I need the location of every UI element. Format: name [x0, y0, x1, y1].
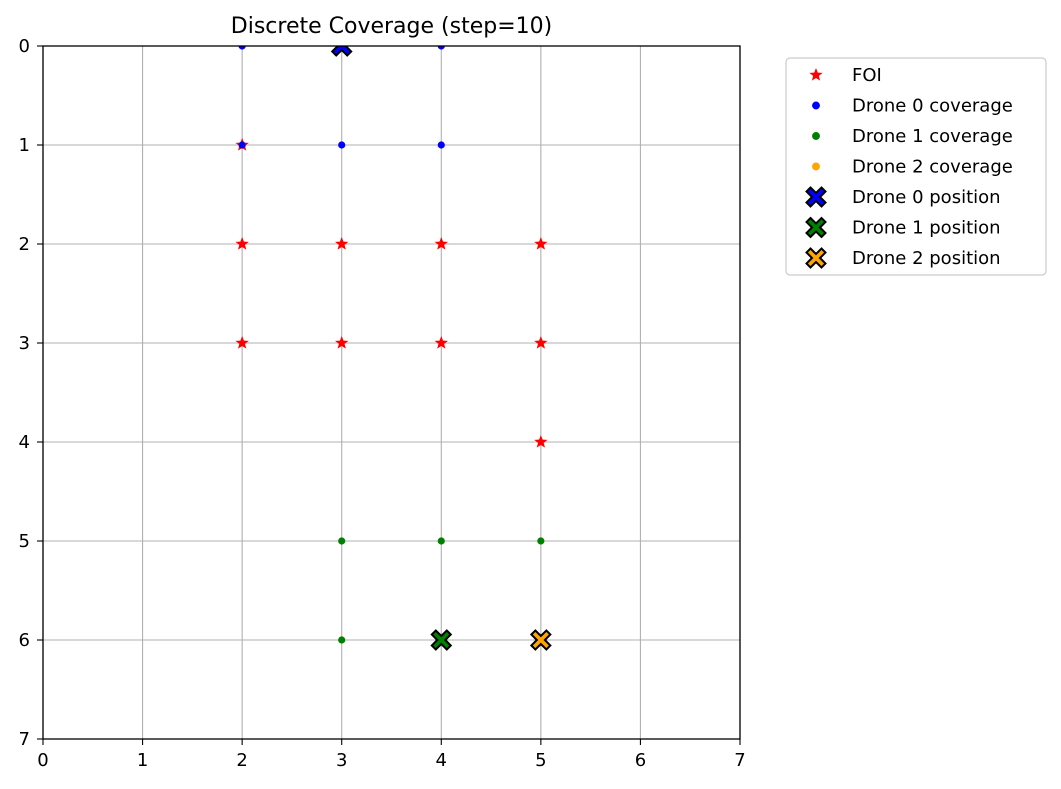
drone-0-position-point [330, 46, 353, 57]
foi-point [235, 237, 249, 250]
legend-label: FOI [852, 65, 882, 86]
legend-label: Drone 1 position [852, 218, 1001, 239]
legend-marker-foi [809, 68, 823, 81]
drone-0-coverage-point [238, 46, 246, 50]
y-tick-label: 2 [19, 234, 30, 255]
foi-point [335, 237, 349, 250]
foi-point [335, 336, 349, 349]
legend-marker-drone-2-position [805, 247, 827, 269]
grid [42, 45, 741, 740]
chart-title: Discrete Coverage (step=10) [231, 14, 552, 39]
foi-point [534, 435, 548, 448]
y-tick-label: 0 [19, 36, 30, 57]
legend-label: Drone 2 position [852, 248, 1001, 269]
y-tick-label: 6 [19, 630, 30, 651]
foi-point [434, 336, 448, 349]
drone-0-coverage-point [437, 46, 445, 50]
legend-marker-drone-1-coverage [812, 132, 820, 140]
legend: FOI Drone 0 coverage Drone 1 coverage Drone… [785, 57, 1047, 276]
legend-marker-drone-0-position [805, 186, 827, 208]
legend-marker-drone-0-coverage [812, 101, 820, 110]
x-tick-label: 3 [336, 750, 347, 771]
foi-point [534, 336, 548, 349]
legend-label: Drone 1 coverage [852, 126, 1013, 147]
y-tick-label: 5 [19, 531, 30, 552]
x-tick-label: 7 [734, 750, 745, 771]
x-tick-label: 6 [635, 750, 646, 771]
drone-1-coverage-point [437, 537, 445, 545]
drone-2-position-point [529, 629, 552, 651]
legend-label: Drone 2 coverage [852, 157, 1013, 178]
x-tick-label: 2 [236, 750, 247, 771]
y-tick-label: 3 [19, 333, 30, 354]
x-tick-label: 1 [137, 750, 148, 771]
foi-point [534, 237, 548, 250]
drone-1-position-point [430, 629, 453, 651]
drone-1-coverage-point [537, 537, 545, 545]
y-tick-label: 7 [19, 729, 30, 750]
legend-label: Drone 0 coverage [852, 96, 1013, 117]
legend-marker-drone-1-position [805, 216, 827, 239]
legend-marker-drone-2-coverage [812, 162, 820, 171]
x-tick-label: 5 [535, 750, 546, 771]
x-tick-label: 0 [37, 750, 48, 771]
drone-0-coverage-point [437, 141, 445, 149]
drone-1-coverage-point [338, 636, 346, 644]
legend-label: Drone 0 position [852, 187, 1001, 208]
plot-frame [42, 45, 741, 740]
drone-1-coverage-point [338, 537, 346, 545]
drone-0-coverage-point [338, 141, 346, 149]
y-tick-label: 1 [19, 135, 30, 156]
foi-point [235, 336, 249, 349]
y-tick-label: 4 [19, 432, 30, 453]
foi-point [434, 237, 448, 250]
legend-frame [785, 57, 1047, 276]
x-tick-label: 4 [436, 750, 447, 771]
plot-marks [235, 46, 552, 651]
drone-0-coverage-point [238, 141, 246, 149]
